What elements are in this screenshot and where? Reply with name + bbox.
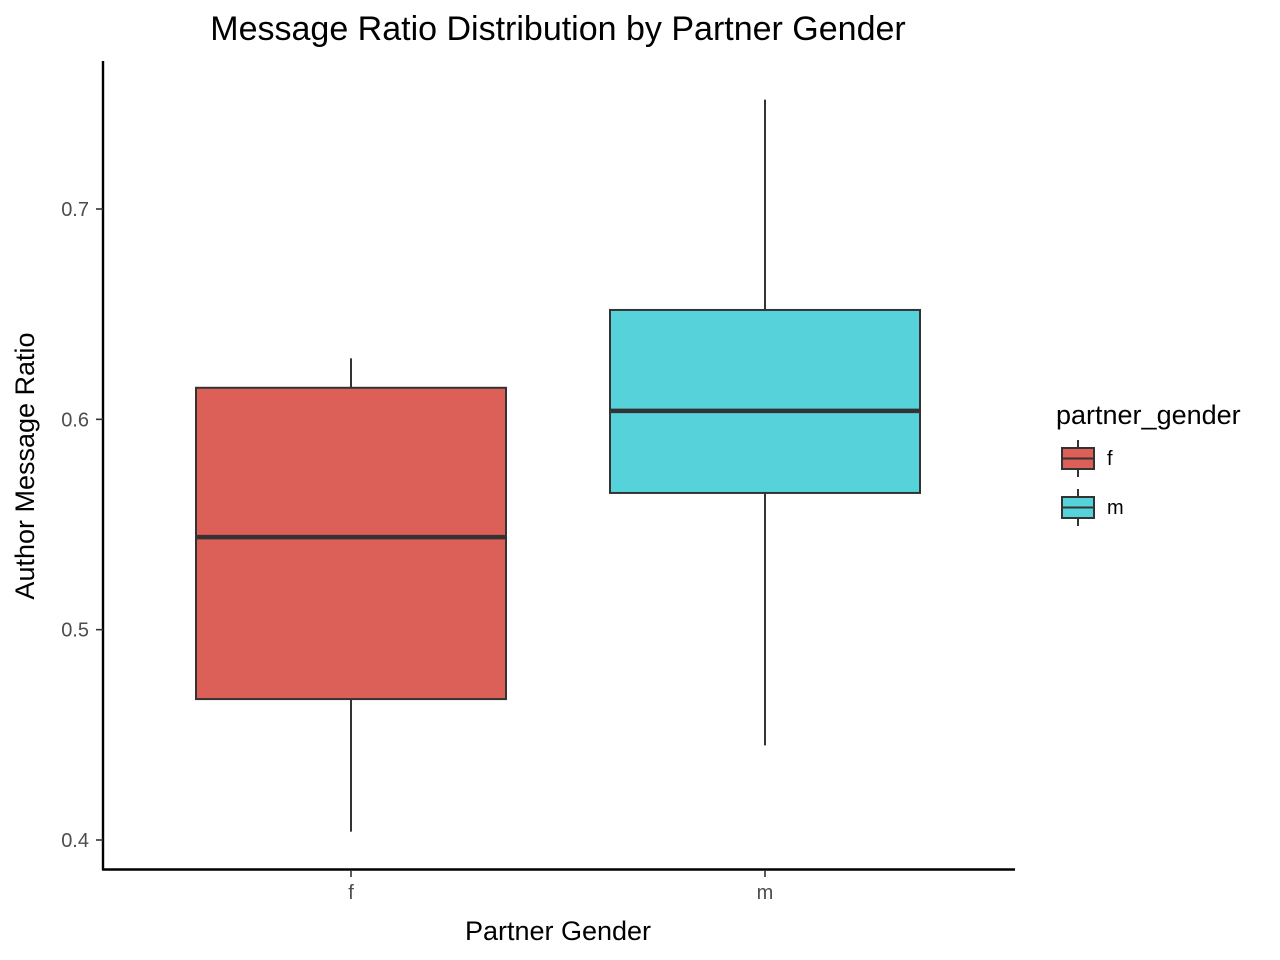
chart-title: Message Ratio Distribution by Partner Ge… (210, 10, 905, 48)
box-f (195, 358, 507, 832)
box-body-f (195, 386, 507, 701)
y-axis-title: Author Message Ratio (10, 332, 40, 599)
legend-item-f: f (1061, 440, 1113, 477)
plot-area (195, 99, 921, 832)
legend-keys: fm (1061, 440, 1124, 526)
x-axis-title: Partner Gender (465, 916, 651, 946)
legend: partner_gender fm (1056, 400, 1241, 526)
y-tick-label: 0.6 (61, 409, 89, 431)
y-tick-label: 0.5 (61, 620, 89, 642)
y-ticks: 0.4 0.5 0.6 0.7 (61, 199, 103, 852)
y-tick-label: 0.7 (61, 199, 89, 221)
x-tick-label: f (348, 882, 354, 904)
legend-label: f (1107, 448, 1113, 470)
legend-title: partner_gender (1056, 400, 1241, 430)
box-m (609, 99, 921, 746)
legend-label: m (1107, 497, 1124, 519)
y-tick-label: 0.4 (61, 830, 89, 852)
legend-item-m: m (1061, 489, 1124, 526)
box-body-m (609, 308, 921, 494)
x-tick-label: m (757, 882, 774, 904)
